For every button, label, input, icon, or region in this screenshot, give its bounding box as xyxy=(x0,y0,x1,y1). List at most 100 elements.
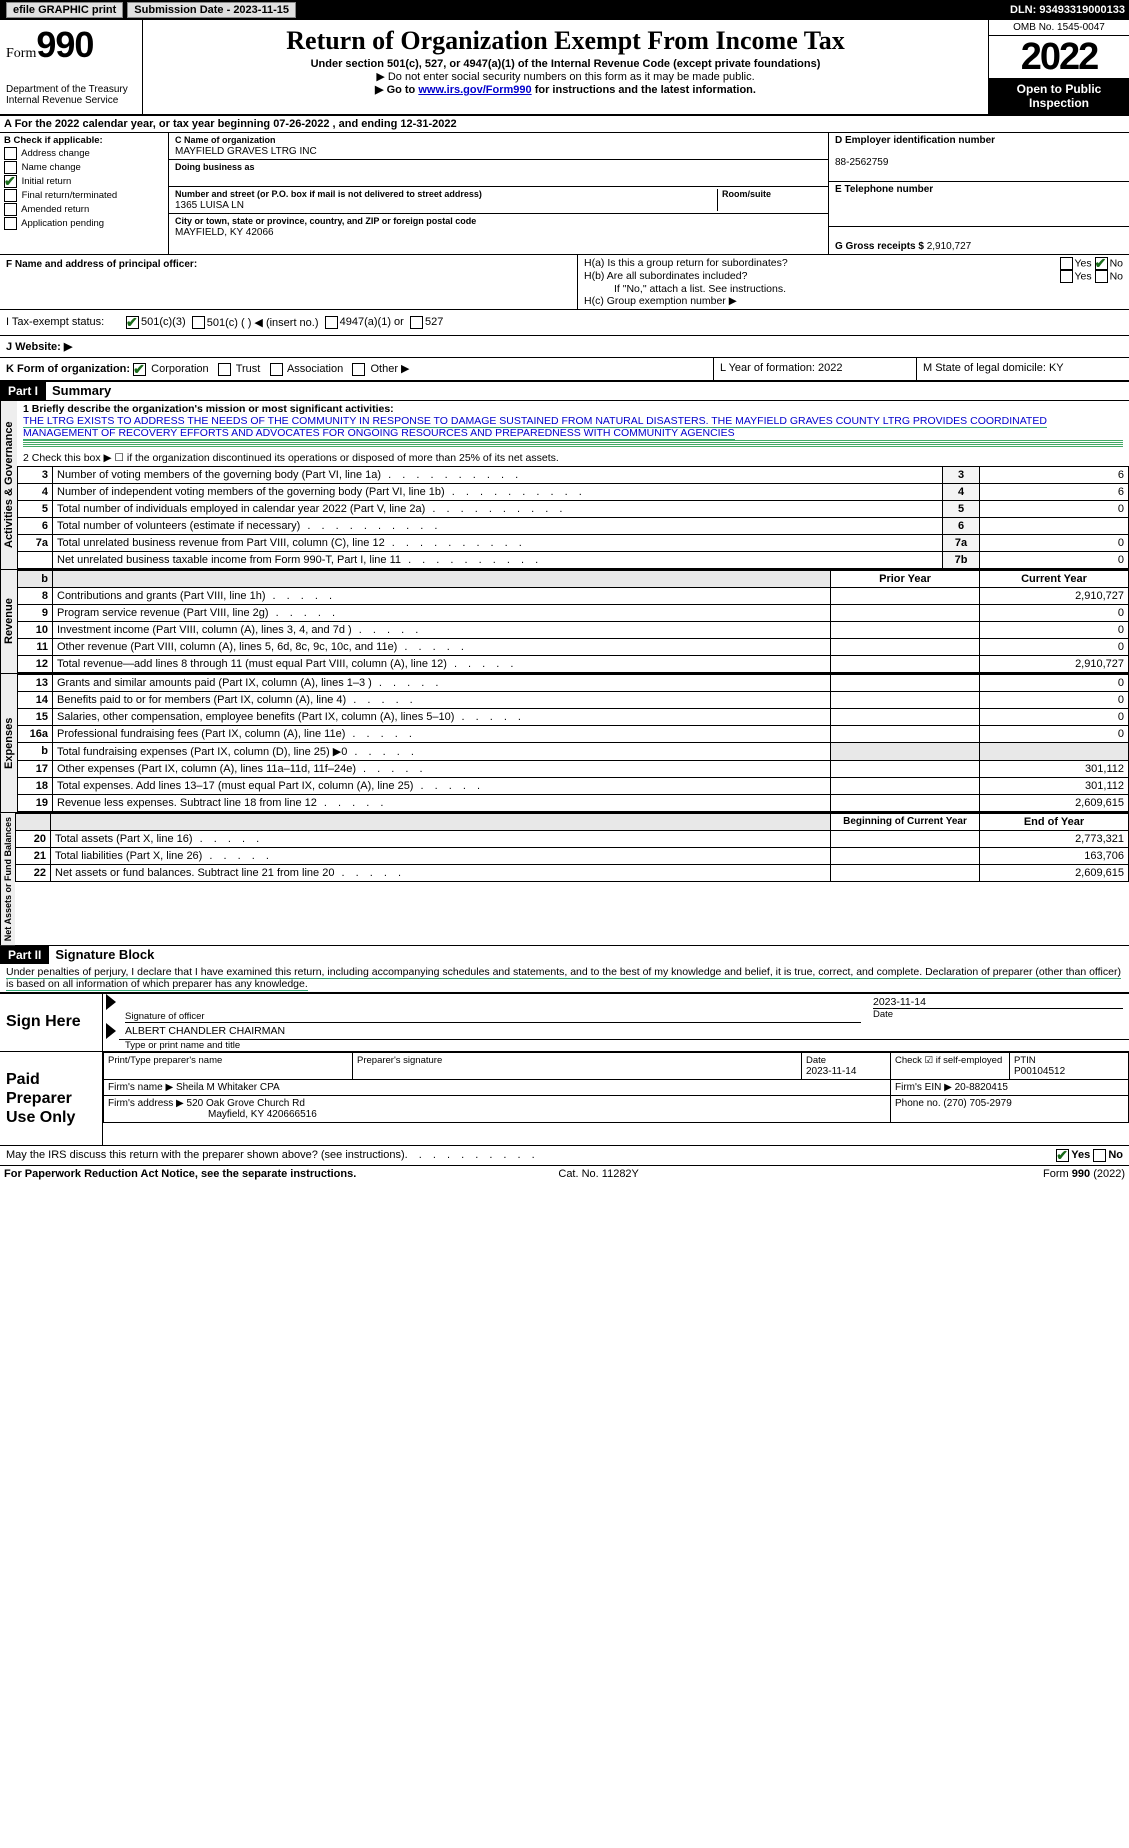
chk-527[interactable] xyxy=(410,316,423,329)
hb-note: If "No," attach a list. See instructions… xyxy=(584,283,1123,295)
discuss-yes-chk[interactable] xyxy=(1056,1149,1069,1162)
discuss-no-chk[interactable] xyxy=(1093,1149,1106,1162)
line-desc: Net unrelated business taxable income fr… xyxy=(53,551,943,568)
principal-officer: F Name and address of principal officer: xyxy=(0,255,578,309)
line-desc: Number of independent voting members of … xyxy=(53,483,943,500)
prep-date-label: Date xyxy=(806,1055,826,1066)
prior-val xyxy=(831,708,980,725)
prior-val xyxy=(831,760,980,777)
city-value: MAYFIELD, KY 42066 xyxy=(175,227,274,238)
line-desc: Number of voting members of the governin… xyxy=(53,466,943,483)
chk-501c[interactable] xyxy=(192,316,205,329)
form-subtitle: Under section 501(c), 527, or 4947(a)(1)… xyxy=(149,58,982,70)
open-inspection: Open to Public Inspection xyxy=(989,78,1129,114)
submission-date: Submission Date - 2023-11-15 xyxy=(127,2,296,18)
chk-corp[interactable] xyxy=(133,363,146,376)
group-return: H(a) Is this a group return for subordin… xyxy=(578,255,1129,309)
chk-assoc[interactable] xyxy=(270,363,283,376)
firm-name-label: Firm's name ▶ xyxy=(108,1082,173,1093)
part2-header-row: Part II Signature Block xyxy=(0,945,1129,964)
line-desc: Total number of individuals employed in … xyxy=(53,500,943,517)
irs-label: Internal Revenue Service xyxy=(6,95,136,106)
discuss-no: No xyxy=(1108,1149,1123,1162)
dots xyxy=(405,1149,539,1162)
line-desc: Total liabilities (Part X, line 26) xyxy=(51,847,831,864)
name-title-label: Type or print name and title xyxy=(119,1039,1129,1051)
arrow-icon-2 xyxy=(106,1023,116,1039)
hb-yes[interactable] xyxy=(1060,270,1073,283)
line-val: 0 xyxy=(980,500,1129,517)
line-num: b xyxy=(18,742,53,760)
mission-label: 1 Briefly describe the organization's mi… xyxy=(23,403,394,415)
lbl-other: Other ▶ xyxy=(370,363,409,375)
prior-val xyxy=(831,830,980,847)
org-name-label: C Name of organization xyxy=(175,135,276,145)
chk-pending[interactable] xyxy=(4,217,17,230)
lbl-501c: 501(c) ( ) ◀ (insert no.) xyxy=(207,316,319,329)
form-prefix: Form xyxy=(6,46,36,61)
hc-label: H(c) Group exemption number ▶ xyxy=(584,295,1123,307)
org-name: MAYFIELD GRAVES LTRG INC xyxy=(175,146,317,157)
ha-yes[interactable] xyxy=(1060,257,1073,270)
chk-other[interactable] xyxy=(352,363,365,376)
ein-value: 88-2562759 xyxy=(835,157,888,168)
chk-501c3[interactable] xyxy=(126,316,139,329)
chk-4947[interactable] xyxy=(325,316,338,329)
decl-text[interactable]: Under penalties of perjury, I declare th… xyxy=(6,966,1121,991)
form-990-number: 990 xyxy=(36,24,93,65)
hb-no-lbl: No xyxy=(1110,270,1123,282)
line-box: 3 xyxy=(943,466,980,483)
hb-label: H(b) Are all subordinates included? xyxy=(584,270,1060,283)
curr-val: 301,112 xyxy=(980,760,1129,777)
line-desc: Other revenue (Part VIII, column (A), li… xyxy=(53,638,831,655)
line2: 2 Check this box ▶ ☐ if the organization… xyxy=(17,450,1129,466)
curr-val: 2,773,321 xyxy=(980,830,1129,847)
line-num: 3 xyxy=(18,466,53,483)
goto-note: ▶ Go to www.irs.gov/Form990 for instruct… xyxy=(149,83,982,96)
chk-amended[interactable] xyxy=(4,203,17,216)
line-desc: Total number of volunteers (estimate if … xyxy=(53,517,943,534)
prior-val xyxy=(831,638,980,655)
curr-val: 0 xyxy=(980,725,1129,742)
line-desc: Contributions and grants (Part VIII, lin… xyxy=(53,587,831,604)
hb-no[interactable] xyxy=(1095,270,1108,283)
line-num: 16a xyxy=(18,725,53,742)
city-cell: City or town, state or province, country… xyxy=(169,214,828,240)
col-prior-header: Prior Year xyxy=(831,570,980,587)
line-num: 15 xyxy=(18,708,53,725)
line-num: 5 xyxy=(18,500,53,517)
lbl-final: Final return/terminated xyxy=(22,190,118,201)
curr-val: 0 xyxy=(980,638,1129,655)
lbl-4947: 4947(a)(1) or xyxy=(340,316,404,329)
hb-yes-lbl: Yes xyxy=(1075,270,1092,282)
firm-name: Sheila M Whitaker CPA xyxy=(176,1082,280,1093)
city-label: City or town, state or province, country… xyxy=(175,216,476,226)
mission-text[interactable]: THE LTRG EXISTS TO ADDRESS THE NEEDS OF … xyxy=(23,415,1047,440)
vtab-expenses: Expenses xyxy=(0,674,17,812)
chk-initial[interactable] xyxy=(4,175,17,188)
line-num: 8 xyxy=(18,587,53,604)
curr-val: 0 xyxy=(980,708,1129,725)
curr-val: 2,609,615 xyxy=(980,864,1129,881)
addr-cell: Number and street (or P.O. box if mail i… xyxy=(169,187,828,214)
ein-label: D Employer identification number xyxy=(835,135,995,146)
line-desc: Total assets (Part X, line 16) xyxy=(51,830,831,847)
governance-table: 3 Number of voting members of the govern… xyxy=(17,466,1129,569)
curr-val xyxy=(980,742,1129,760)
netassets-section: Net Assets or Fund Balances Beginning of… xyxy=(0,812,1129,945)
chk-trust[interactable] xyxy=(218,363,231,376)
prior-val xyxy=(831,621,980,638)
governance-section: Activities & Governance 1 Briefly descri… xyxy=(0,400,1129,569)
discuss-row: May the IRS discuss this return with the… xyxy=(0,1146,1129,1165)
efile-topbar: efile GRAPHIC print Submission Date - 20… xyxy=(0,0,1129,20)
ha-no[interactable] xyxy=(1095,257,1108,270)
expenses-section: Expenses 13 Grants and similar amounts p… xyxy=(0,673,1129,812)
k-label: K Form of organization: xyxy=(6,363,130,375)
part1-tag: Part I xyxy=(0,382,46,400)
chk-final[interactable] xyxy=(4,189,17,202)
gross-label: G Gross receipts $ xyxy=(835,241,924,252)
irs-link[interactable]: www.irs.gov/Form990 xyxy=(418,84,531,96)
chk-address[interactable] xyxy=(4,147,17,160)
signature-block: Sign Here Signature of officer 2023-11-1… xyxy=(0,992,1129,1166)
lbl-501c3: 501(c)(3) xyxy=(141,316,186,329)
